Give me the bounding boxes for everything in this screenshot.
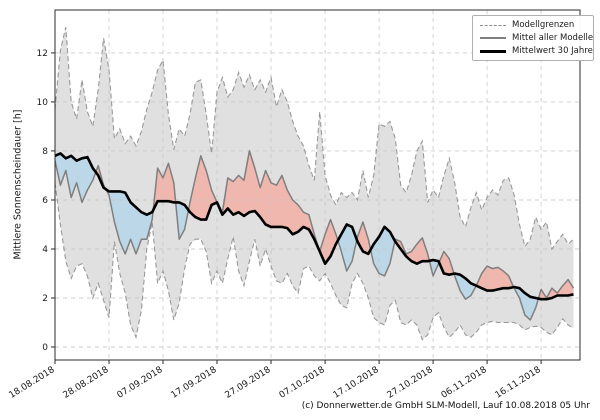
legend: Modellgrenzen Mittel aller Modelle Mitte…: [472, 15, 594, 61]
legend-item-mittelwert-30-jahre: Mittelwert 30 Jahre: [480, 46, 593, 56]
y-tick-label: 0: [42, 343, 48, 353]
black-line-icon: [480, 49, 506, 53]
y-axis-label: Mittlere Sonnenscheindauer [h]: [12, 109, 24, 260]
y-tick-label: 8: [42, 147, 48, 157]
gray-line-icon: [480, 37, 506, 39]
y-tick-label: 10: [37, 98, 49, 108]
upper-model-bound-line: [54, 27, 574, 251]
legend-item-modellgrenzen: Modellgrenzen: [480, 20, 587, 30]
legend-label: Modellgrenzen: [512, 20, 575, 30]
y-tick-label: 2: [42, 294, 48, 304]
y-tick-label: 6: [42, 196, 48, 206]
lower-model-bound-line: [54, 182, 574, 341]
y-tick-label: 12: [37, 49, 48, 59]
above-mean-fill: [55, 150, 574, 300]
plot-border: [54, 9, 581, 361]
dashed-line-icon: [480, 24, 506, 26]
legend-label: Mittel aller Modelle: [512, 33, 594, 43]
copyright-caption: (c) Donnerwetter.de GmbH SLM-Modell, Lau…: [301, 401, 590, 411]
y-tick-label: 4: [42, 245, 48, 255]
mean-30-years-line: [54, 152, 574, 301]
legend-label: Mittelwert 30 Jahre: [512, 46, 593, 56]
legend-item-mittel-aller-modelle: Mittel aller Modelle: [480, 33, 593, 43]
model-mean-line: [54, 150, 575, 321]
